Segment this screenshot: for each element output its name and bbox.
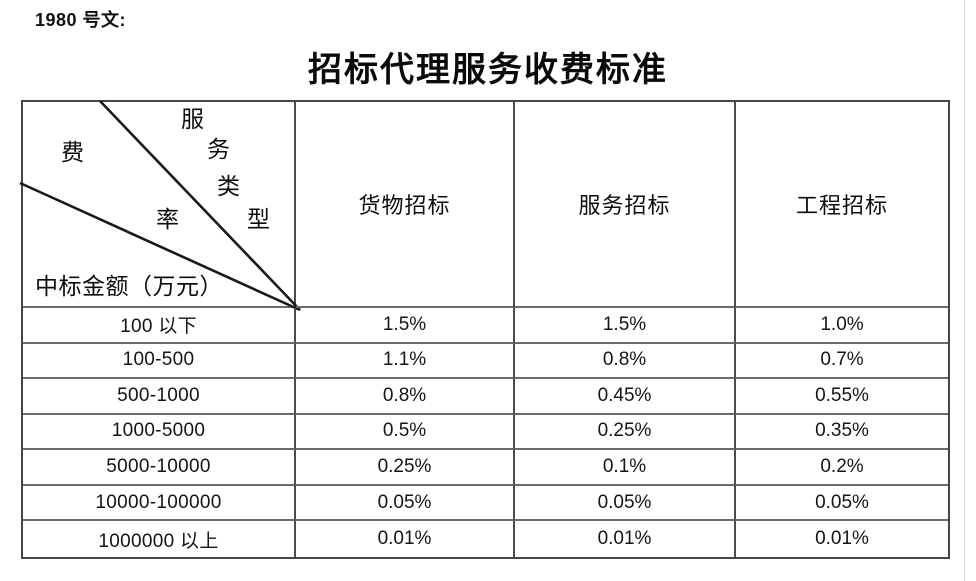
fee-value: 0.8% [515, 343, 736, 380]
fee-value: 1.5% [296, 308, 515, 344]
corner-axis-top-char: 型 [247, 207, 270, 232]
row-amount-range: 100-500 [23, 343, 296, 380]
corner-axis-top-char: 类 [217, 174, 240, 199]
fee-value: 0.05% [515, 485, 736, 522]
fee-value: 0.25% [296, 450, 515, 486]
row-amount-range: 5000-10000 [23, 450, 296, 486]
page-edge-line [964, 0, 965, 581]
fee-value: 0.8% [296, 379, 515, 415]
corner-axis-top-char: 服 [181, 107, 204, 132]
fee-value: 0.5% [296, 414, 515, 451]
corner-axis-mid-char: 费 [61, 140, 84, 165]
corner-header-cell: 服 务 类 型 费 率 中标金额（万元） [19, 100, 301, 312]
column-header-goods-bidding: 货物招标 [296, 102, 515, 308]
fee-value: 0.55% [736, 379, 948, 415]
corner-axis-top-char: 务 [207, 137, 230, 162]
page-title: 招标代理服务收费标准 [308, 52, 668, 89]
row-amount-range: 1000000 以上 [23, 521, 296, 557]
fee-value: 0.01% [515, 521, 736, 557]
fee-value: 0.35% [736, 415, 948, 451]
fee-value: 0.2% [736, 450, 948, 486]
fee-value: 0.05% [296, 485, 515, 522]
fee-value: 1.0% [736, 308, 948, 344]
doc-reference: 1980 号文: [35, 10, 127, 30]
fee-table: 服 务 类 型 费 率 中标金额（万元） 货物招标 服务招标 工程招标 100 … [19, 100, 950, 559]
row-amount-range: 10000-100000 [23, 485, 296, 522]
fee-value: 1.5% [515, 308, 736, 344]
fee-value: 0.01% [815, 528, 869, 550]
column-header-service-bidding: 服务招标 [515, 102, 736, 308]
fee-value: 0.45% [515, 379, 736, 415]
fee-value: 0.25% [515, 414, 736, 451]
fee-value: 0.7% [736, 344, 948, 380]
row-amount-range: 100 以下 [23, 308, 296, 344]
column-header-engineering-bidding: 工程招标 [736, 102, 948, 308]
fee-value: 0.01% [296, 521, 515, 557]
fee-value: 1.1% [296, 343, 515, 380]
fee-value: 0.1% [515, 450, 736, 486]
row-amount-range: 1000-5000 [23, 414, 296, 451]
corner-axis-mid-char: 率 [156, 207, 179, 232]
fee-value: 0.05% [736, 486, 948, 522]
diagonal-divider-lines [19, 100, 301, 312]
corner-amount-axis-label: 中标金额（万元） [35, 274, 223, 299]
row-amount-range: 500-1000 [23, 379, 296, 415]
